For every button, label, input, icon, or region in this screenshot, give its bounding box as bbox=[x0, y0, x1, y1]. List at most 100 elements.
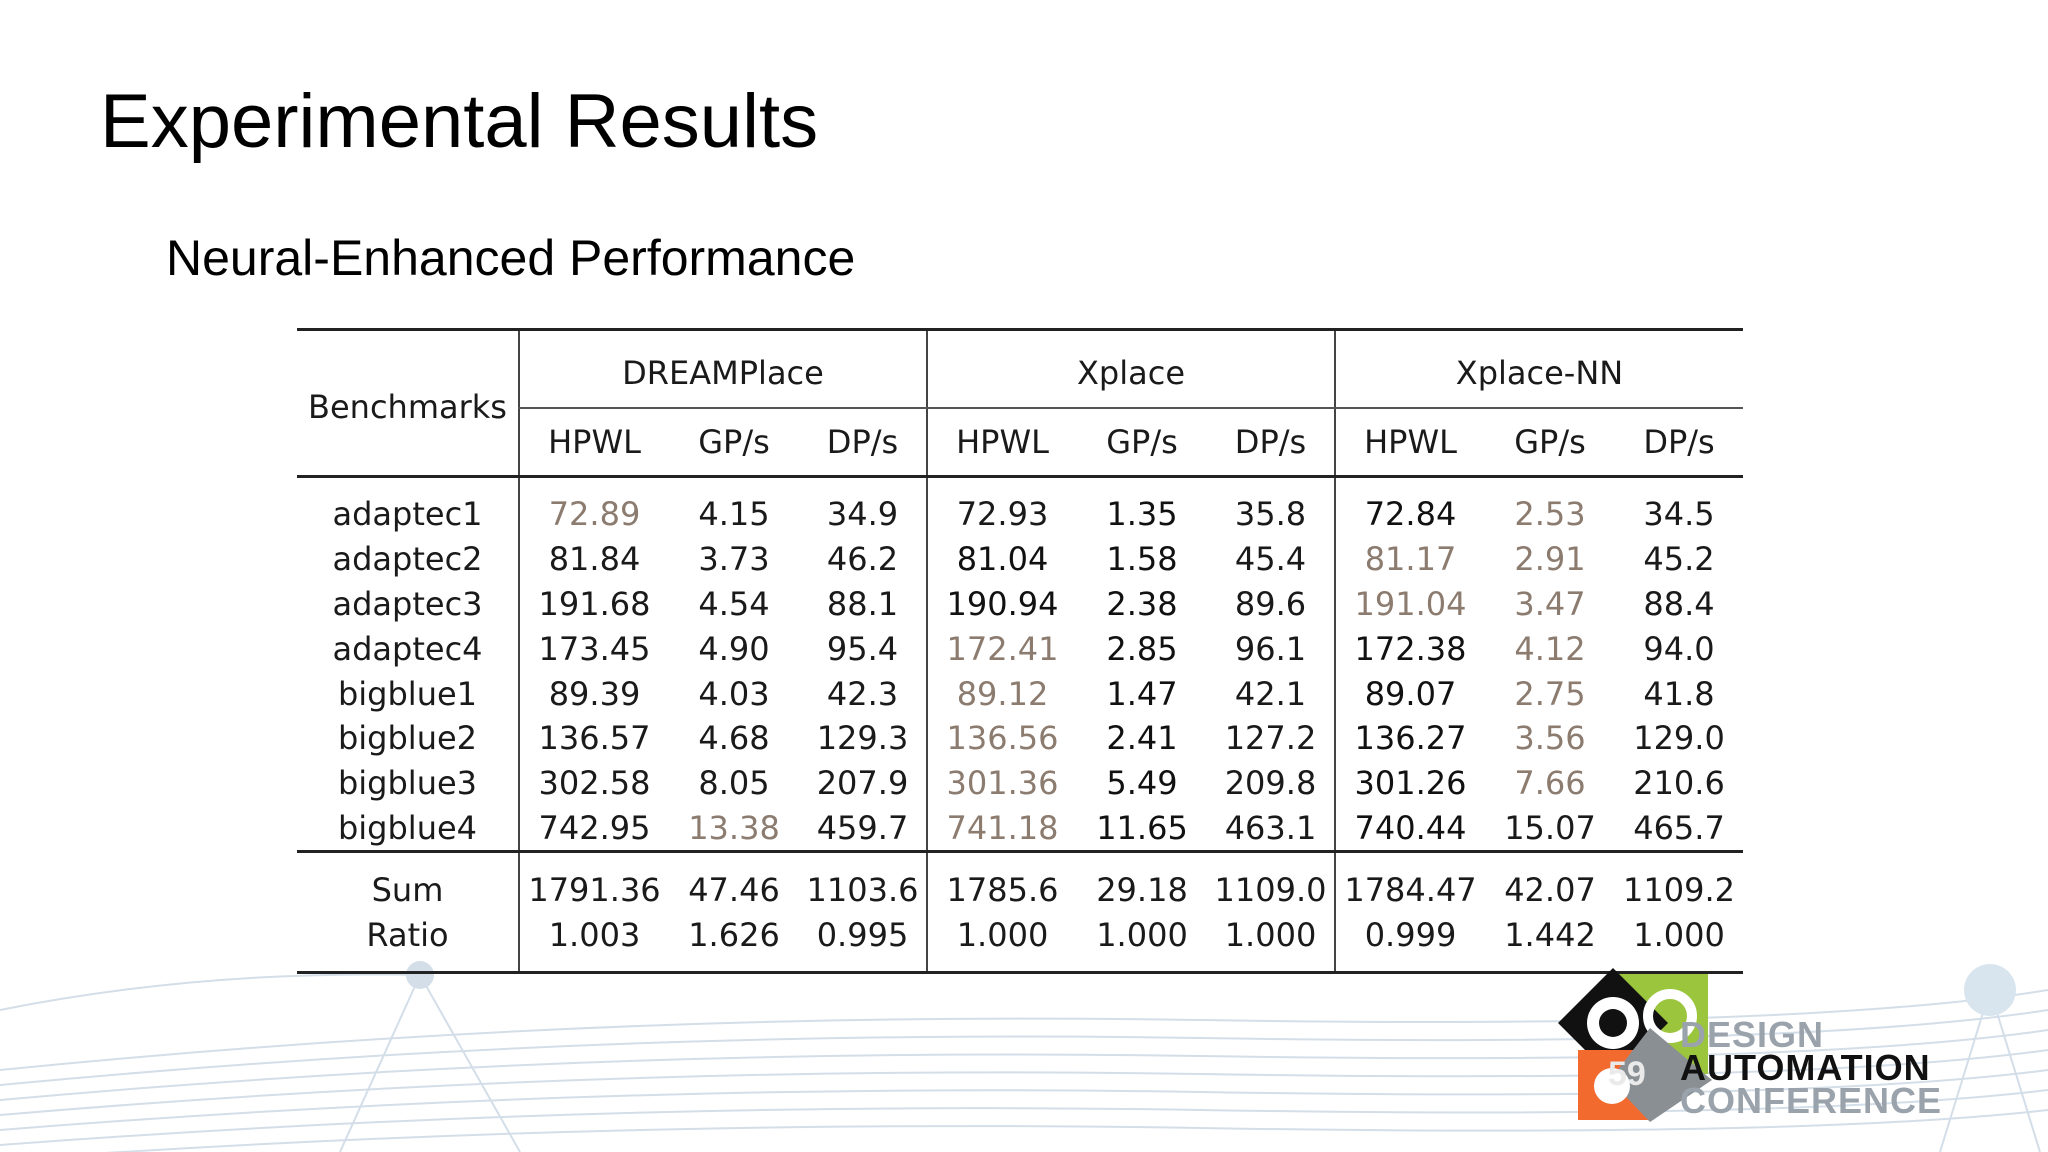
benchmark-name: bigblue1 bbox=[337, 674, 478, 713]
table-cell: 35.8 bbox=[1207, 474, 1335, 537]
table-cell: 207.9 bbox=[816, 764, 909, 803]
table-cell: 136.27 bbox=[1334, 715, 1485, 761]
benchmark-name: adaptec1 bbox=[297, 474, 519, 537]
table-cell: 41.8 bbox=[1643, 674, 1715, 713]
summary-row: Ratio 1.003 1.626 0.995 1.000 1.000 1.000 0.999… bbox=[297, 912, 1744, 975]
table-cell: 72.89 bbox=[518, 474, 669, 537]
table-cell: 94.0 bbox=[1643, 629, 1715, 668]
table-cell: 81.84 bbox=[518, 536, 669, 582]
dac-logo-line-automation: AUTOMATION bbox=[1680, 1047, 1931, 1088]
table-cell: 15.07 bbox=[1504, 808, 1596, 847]
summary-cell: 1.000 bbox=[1077, 912, 1207, 975]
metric-header: HPWL bbox=[518, 408, 669, 477]
metric-header: HPWL bbox=[926, 408, 1077, 477]
table-cell: 45.2 bbox=[1643, 540, 1715, 579]
dac-logo-line-design: DESIGN bbox=[1680, 1014, 1825, 1055]
table-cell: 13.38 bbox=[688, 808, 780, 847]
table-cell: 89.6 bbox=[1234, 584, 1307, 623]
table-cell: 4.03 bbox=[698, 674, 770, 713]
summary-cell: 1.003 bbox=[518, 912, 669, 975]
summary-cell: 1109.0 bbox=[1207, 850, 1335, 913]
table-cell: 465.7 bbox=[1633, 808, 1725, 847]
summary-cell: 1.000 bbox=[1615, 912, 1744, 975]
table-cell: 2.75 bbox=[1514, 674, 1586, 713]
metric-header: GP/s bbox=[698, 423, 770, 461]
table-row: bigblue4 742.95 13.38 459.7 741.18 11.65 463.1… bbox=[297, 805, 1743, 852]
table-cell: 4.54 bbox=[698, 584, 770, 623]
summary-cell: 1791.36 bbox=[518, 850, 669, 913]
dac-logo-line-conference: CONFERENCE bbox=[1680, 1080, 1943, 1121]
table-row: bigblue1 89.39 4.03 42.3 89.12 1.47 42.1 89.07 2… bbox=[297, 671, 1743, 716]
table-cell: 72.84 bbox=[1334, 474, 1485, 537]
benchmark-name: bigblue2 bbox=[337, 719, 478, 758]
table-cell: 2.38 bbox=[1106, 584, 1178, 623]
table-cell: 463.1 bbox=[1224, 808, 1317, 847]
results-table: Benchmarks DREAMPlace Xplace Xplace-NN H… bbox=[297, 328, 1744, 975]
table-cell: 136.57 bbox=[518, 715, 669, 761]
table-cell: 89.07 bbox=[1334, 671, 1485, 716]
table-cell: 127.2 bbox=[1224, 719, 1317, 758]
table-cell: 46.2 bbox=[826, 540, 899, 579]
table-cell: 4.90 bbox=[698, 629, 770, 668]
table-cell: 95.4 bbox=[826, 629, 899, 668]
table-cell: 3.73 bbox=[698, 540, 770, 579]
summary-cell: 1.442 bbox=[1485, 912, 1615, 975]
table-cell: 742.95 bbox=[518, 805, 669, 852]
table-cell: 1.35 bbox=[1077, 474, 1207, 537]
summary-cell: 1109.2 bbox=[1615, 850, 1744, 913]
table-cell: 88.1 bbox=[826, 584, 899, 623]
table-row: bigblue3 302.58 8.05 207.9 301.36 5.49 209.8 30… bbox=[297, 760, 1743, 806]
summary-row: Sum 1791.36 47.46 1103.6 1785.6 29.18 1109.0 17… bbox=[297, 850, 1744, 913]
table-cell: 42.3 bbox=[826, 674, 899, 713]
table-cell: 89.12 bbox=[926, 671, 1077, 716]
dac-logo-mark bbox=[1558, 968, 1712, 1122]
table-cell: 302.58 bbox=[518, 760, 669, 806]
table-cell: 172.41 bbox=[926, 626, 1077, 672]
table-cell: 301.36 bbox=[926, 760, 1077, 806]
table-row: adaptec4 173.45 4.90 95.4 172.41 2.85 96.1 172.… bbox=[297, 626, 1743, 672]
page-title: Experimental Results bbox=[100, 79, 819, 164]
table-cell: 72.93 bbox=[926, 474, 1077, 537]
benchmark-name: adaptec3 bbox=[332, 584, 483, 623]
dac-logo-number: 59 bbox=[1608, 1055, 1646, 1093]
table-cell: 172.38 bbox=[1334, 626, 1485, 672]
benchmark-name: bigblue4 bbox=[337, 808, 478, 847]
table-cell: 190.94 bbox=[926, 581, 1077, 627]
table-row: bigblue2 136.57 4.68 129.3 136.56 2.41 127.2 13… bbox=[297, 715, 1743, 761]
table-cell: 459.7 bbox=[816, 808, 909, 847]
table-row: adaptec3 191.68 4.54 88.1 190.94 2.38 89.6 191.… bbox=[297, 581, 1743, 627]
summary-cell: 0.999 bbox=[1334, 912, 1485, 975]
metric-header: DP/s bbox=[1643, 423, 1715, 461]
group-header-xplace-nn: Xplace-NN bbox=[1333, 328, 1744, 409]
summary-cell: 0.995 bbox=[799, 912, 927, 975]
table-cell: 136.56 bbox=[926, 715, 1077, 761]
table-cell: 1.47 bbox=[1106, 674, 1178, 713]
table-cell: 4.68 bbox=[698, 719, 770, 758]
benchmark-name: adaptec4 bbox=[332, 629, 483, 668]
summary-cell: 1103.6 bbox=[799, 850, 927, 913]
group-header-dreamplace: DREAMPlace bbox=[518, 328, 927, 409]
table-cell: 210.6 bbox=[1633, 764, 1725, 803]
table-cell: 2.41 bbox=[1106, 719, 1178, 758]
dac-logo-text: DESIGN AUTOMATION CONFERENCE bbox=[1680, 1014, 1943, 1121]
metric-header: GP/s bbox=[1514, 423, 1586, 461]
table-cell: 45.4 bbox=[1234, 540, 1307, 579]
benchmark-name: adaptec2 bbox=[332, 540, 483, 579]
table-cell: 4.15 bbox=[669, 474, 799, 537]
table-cell: 301.26 bbox=[1334, 760, 1485, 806]
benchmark-name: bigblue3 bbox=[337, 764, 478, 803]
summary-label: Sum bbox=[297, 850, 519, 913]
table-cell: 2.53 bbox=[1485, 474, 1615, 537]
dac-logo bbox=[1558, 968, 1712, 1122]
table-cell: 740.44 bbox=[1334, 805, 1485, 852]
table-cell: 191.04 bbox=[1334, 581, 1485, 627]
row-header: Benchmarks bbox=[297, 328, 519, 477]
summary-cell: 47.46 bbox=[669, 850, 799, 913]
summary-label: Ratio bbox=[297, 912, 519, 975]
table-cell: 173.45 bbox=[518, 626, 669, 672]
table-cell: 3.47 bbox=[1514, 584, 1586, 623]
table-cell: 96.1 bbox=[1234, 629, 1307, 668]
summary-cell: 1784.47 bbox=[1334, 850, 1485, 913]
summary-cell: 29.18 bbox=[1077, 850, 1207, 913]
table-cell: 7.66 bbox=[1514, 764, 1586, 803]
